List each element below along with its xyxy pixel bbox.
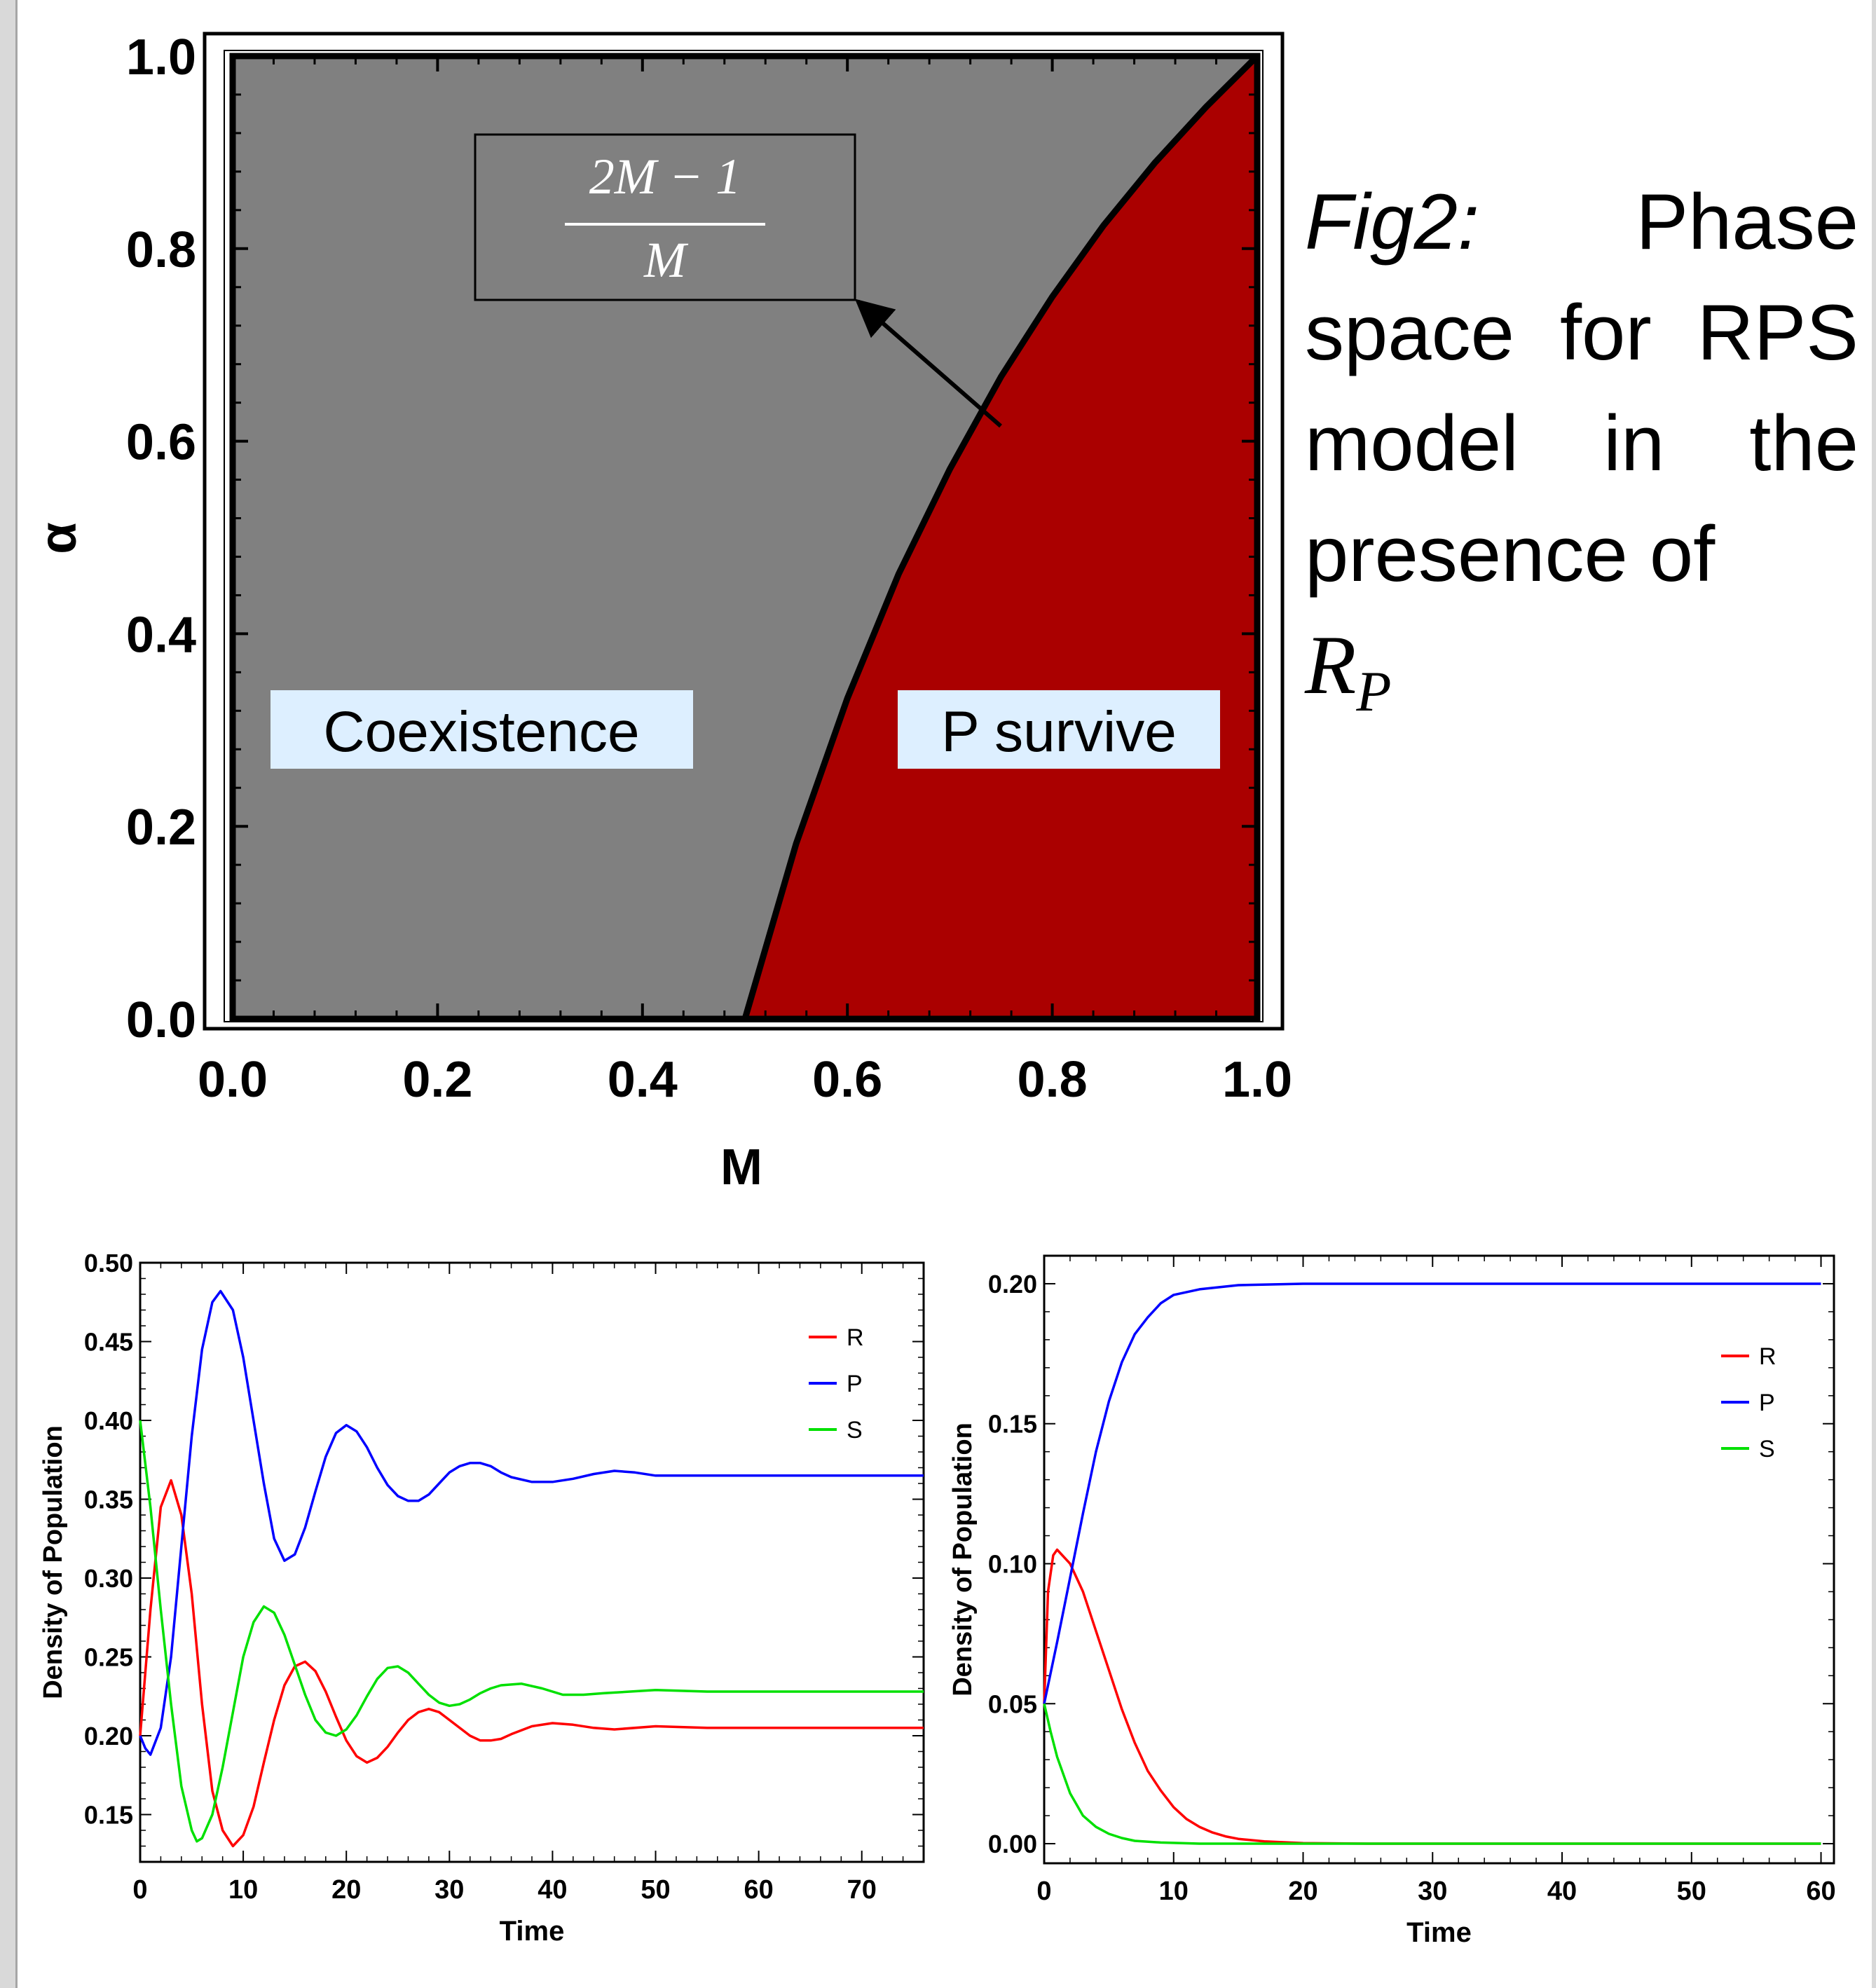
p-survive-label: P survive [941, 700, 1177, 764]
plot-frame [1043, 1254, 1835, 1865]
x-tick-label: 10 [1159, 1877, 1189, 1906]
phase-x-tick-label: 0.0 [198, 1052, 268, 1108]
caption-figure-label: Fig2: [1305, 178, 1479, 266]
y-tick-label: 0.35 [84, 1486, 133, 1514]
series-line-r [139, 1479, 924, 1848]
x-tick-label: 60 [1806, 1877, 1835, 1906]
phase-x-tick-label: 1.0 [1222, 1052, 1292, 1108]
phase-x-tick-label: 0.2 [402, 1052, 472, 1108]
formula-numerator: 2M − 1 [589, 149, 741, 205]
figure-caption: Fig2: Phase space for RPS model in the p… [1305, 167, 1858, 747]
caption-math-var: R [1305, 618, 1357, 711]
series-line-p [139, 1289, 924, 1756]
series-line-r [1043, 1548, 1821, 1845]
y-tick-label: 0.45 [84, 1328, 133, 1357]
phase-y-tick-label: 0.8 [126, 222, 196, 278]
x-tick-label: 0 [1036, 1877, 1051, 1906]
phase-x-tick-label: 0.4 [608, 1052, 678, 1108]
p-survive-label-box [898, 690, 1220, 769]
phase-y-tick-label: 0.2 [126, 800, 196, 856]
series-line-p [1043, 1282, 1821, 1704]
x-tick-label: 30 [434, 1875, 464, 1905]
x-tick-label: 50 [641, 1875, 670, 1905]
phase-tick-marks [231, 55, 1259, 1020]
time-series-chart-right: 0 10 20 30 40 50 60 0.00 0.05 0.10 0.15 0.20 RPS Time… [948, 1254, 1836, 1948]
x-tick-label: 60 [744, 1875, 773, 1905]
x-tick-label: 20 [331, 1875, 361, 1905]
x-axis-label: Time [500, 1916, 565, 1947]
left-window-edge [0, 0, 18, 1988]
x-tick-label: 10 [228, 1875, 258, 1905]
phase-y-tick-label: 0.6 [126, 415, 196, 471]
phase-frame-outer [203, 32, 1285, 1031]
legend-label-r: R [1759, 1343, 1776, 1370]
y-tick-label: 0.15 [84, 1801, 133, 1830]
phase-y-tick-label: 0.4 [126, 607, 196, 663]
caption-math-sub: P [1356, 659, 1392, 723]
phase-x-tick-label: 0.8 [1018, 1052, 1088, 1108]
right-window-edge [1872, 0, 1876, 1988]
y-tick-label: 0.30 [84, 1564, 133, 1593]
x-tick-label: 50 [1677, 1877, 1706, 1906]
series-line-s [139, 1420, 924, 1843]
phase-boundary-curve [741, 53, 1260, 1020]
plot-area-border [229, 53, 1261, 1022]
formula-arrow [854, 299, 1002, 428]
p-survive-region [745, 56, 1257, 1019]
x-tick-label: 40 [1547, 1877, 1577, 1906]
formula-denominator: M [643, 232, 689, 288]
formula-box [474, 133, 856, 301]
legend-label-p: P [1759, 1390, 1775, 1416]
phase-x-axis-label: M [720, 1139, 762, 1195]
x-axis-label: Time [1406, 1917, 1472, 1948]
x-tick-label: 20 [1288, 1877, 1317, 1906]
x-tick-label: 30 [1418, 1877, 1447, 1906]
y-tick-label: 0.10 [988, 1549, 1037, 1578]
phase-x-tick-label: 0.6 [812, 1052, 882, 1108]
y-tick-label: 0.25 [84, 1643, 133, 1672]
coexistence-label: Coexistence [323, 700, 639, 764]
time-series-chart-left: 0 10 20 30 40 50 60 70 0.15 0.20 0.25 0.30 0.35 0.40 0… [39, 1249, 925, 1947]
y-tick-label: 0.50 [84, 1249, 133, 1277]
x-tick-label: 70 [847, 1875, 877, 1905]
legend-label-p: P [847, 1371, 863, 1397]
y-axis-label: Density of Population [948, 1423, 978, 1696]
y-tick-label: 0.15 [988, 1410, 1037, 1439]
x-tick-label: 40 [538, 1875, 567, 1905]
phase-y-axis-label: α [29, 522, 87, 554]
y-tick-label: 0.40 [84, 1406, 133, 1435]
phase-y-tick-label: 0.0 [126, 992, 196, 1048]
x-tick-label: 0 [132, 1875, 147, 1905]
legend-label-r: R [847, 1324, 864, 1351]
caption-text: Phase space for RPS model in the presenc… [1305, 178, 1858, 598]
y-tick-label: 0.20 [988, 1270, 1037, 1298]
y-tick-label: 0.05 [988, 1689, 1037, 1718]
coexistence-label-box [271, 690, 693, 769]
y-tick-label: 0.00 [988, 1830, 1037, 1858]
y-axis-label: Density of Population [39, 1425, 68, 1699]
series-line-s [1043, 1703, 1821, 1845]
plot-frame [139, 1261, 925, 1863]
legend-label-s: S [847, 1417, 863, 1444]
phase-y-tick-label: 1.0 [126, 29, 196, 85]
caption-math-symbol: RP [1305, 618, 1391, 723]
phase-space-chart: 0.0 0.2 0.4 0.6 0.8 1.0 0.0 0.2 0.4 0.6 0.8 1.0 M α… [29, 29, 1292, 1195]
y-tick-label: 0.20 [84, 1722, 133, 1750]
legend-label-s: S [1759, 1436, 1775, 1462]
